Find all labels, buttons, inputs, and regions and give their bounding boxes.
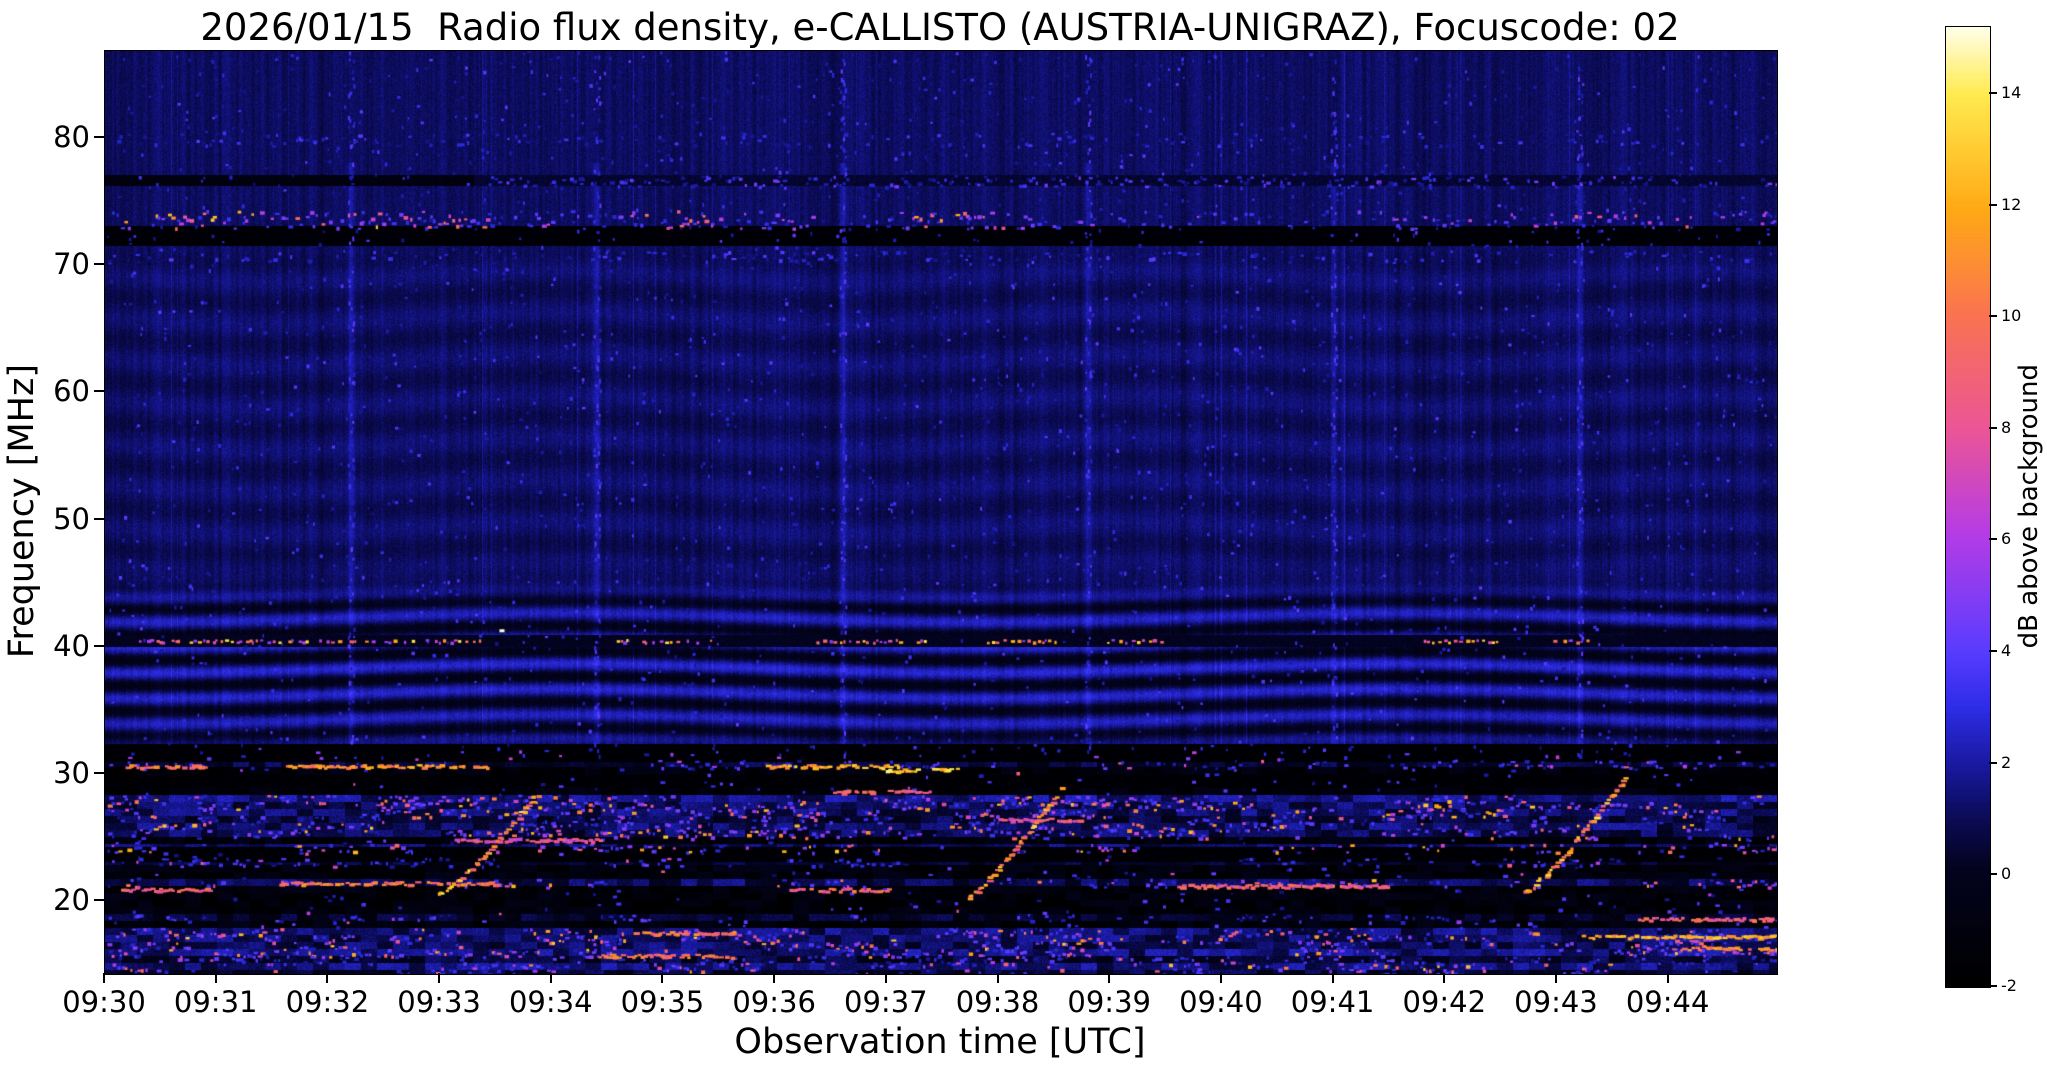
colorbar-tick-label: 4	[2001, 641, 2012, 661]
x-tick-label: 09:42	[1402, 985, 1487, 1019]
colorbar-tick-mark	[1989, 315, 1997, 318]
y-tick-label: 40	[53, 628, 90, 663]
colorbar-tick-mark	[1989, 650, 1997, 653]
spectrogram-canvas	[104, 50, 1778, 975]
x-tick-label: 09:34	[508, 985, 593, 1019]
y-tick-mark	[94, 772, 104, 775]
x-tick-mark	[103, 973, 105, 983]
x-tick-mark	[884, 973, 887, 983]
x-tick-label: 09:43	[1514, 985, 1598, 1019]
x-tick-mark	[1331, 973, 1334, 983]
y-tick-mark	[94, 517, 104, 520]
colorbar-tick-label: 2	[2001, 752, 2012, 772]
y-tick-mark	[94, 390, 104, 393]
x-tick-mark	[996, 973, 999, 983]
y-tick-label: 80	[53, 119, 90, 154]
x-tick-label: 09:31	[173, 985, 258, 1019]
x-tick-label: 09:32	[285, 985, 370, 1019]
y-tick-label: 30	[53, 756, 90, 791]
x-tick-label: 09:38	[955, 985, 1040, 1019]
colorbar-tick-mark	[1989, 426, 1997, 429]
colorbar-canvas	[1945, 26, 1991, 988]
x-tick-label: 09:35	[620, 985, 705, 1019]
x-tick-label: 09:44	[1625, 985, 1710, 1019]
x-tick-mark	[1554, 973, 1557, 983]
y-tick-mark	[94, 899, 104, 902]
colorbar-tick-mark	[1989, 761, 1997, 764]
x-tick-label: 09:33	[397, 985, 481, 1019]
figure-title: 2026/01/15 Radio flux density, e-CALLIST…	[200, 6, 1680, 49]
colorbar-tick-label: 0	[2001, 864, 2012, 884]
y-tick-label: 20	[53, 883, 90, 918]
colorbar-tick-mark	[1989, 91, 1997, 94]
x-axis-label: Observation time [UTC]	[734, 1022, 1146, 1062]
colorbar-tick-label: 10	[2001, 306, 2022, 326]
colorbar-label: dB above background	[2012, 26, 2046, 986]
x-tick-label: 09:37	[844, 985, 928, 1019]
x-tick-mark	[1108, 973, 1111, 983]
y-tick-label: 60	[53, 374, 90, 409]
x-tick-mark	[1443, 973, 1446, 983]
x-tick-mark	[661, 973, 664, 983]
x-tick-label: 09:39	[1067, 985, 1151, 1019]
colorbar-label-text: dB above background	[2014, 363, 2044, 649]
x-tick-label: 09:30	[62, 985, 146, 1019]
colorbar-tick-mark	[1989, 985, 1997, 987]
x-tick-mark	[1219, 973, 1222, 983]
x-tick-mark	[773, 973, 776, 983]
colorbar-tick-mark	[1989, 873, 1997, 876]
x-tick-mark	[1666, 973, 1669, 983]
colorbar-tick-label: 12	[2001, 194, 2022, 214]
x-tick-mark	[214, 973, 217, 983]
colorbar-tick-mark	[1989, 538, 1997, 541]
y-tick-mark	[94, 644, 104, 647]
x-tick-label: 09:41	[1290, 985, 1375, 1019]
x-tick-label: 09:40	[1179, 985, 1263, 1019]
y-tick-mark	[94, 135, 104, 138]
x-tick-mark	[549, 973, 552, 983]
y-tick-mark	[94, 262, 104, 265]
colorbar-tick-label: 14	[2001, 82, 2022, 102]
x-tick-label: 09:36	[732, 985, 816, 1019]
x-tick-mark	[438, 973, 441, 983]
y-tick-label: 70	[53, 246, 90, 281]
colorbar-tick-label: 8	[2001, 417, 2012, 437]
x-tick-mark	[326, 973, 329, 983]
colorbar-tick-label: 6	[2001, 529, 2012, 549]
colorbar-tick-label: -2	[2001, 976, 2017, 995]
y-tick-label: 50	[53, 501, 90, 536]
colorbar-tick-mark	[1989, 203, 1997, 206]
